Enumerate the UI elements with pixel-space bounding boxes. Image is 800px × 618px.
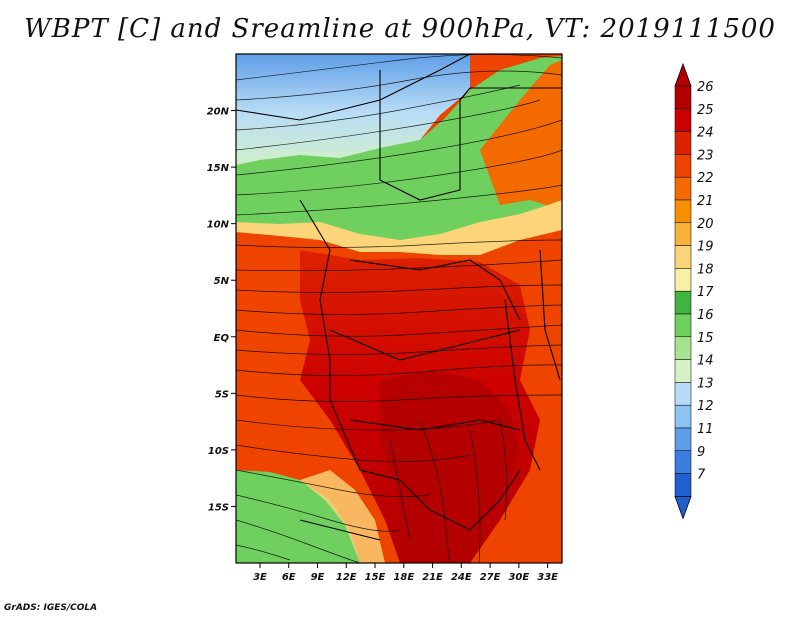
y-tick-label: 20N xyxy=(207,107,230,118)
x-tick-label: 15E xyxy=(365,572,386,583)
northeast-warm-zone xyxy=(480,60,562,210)
colorbar-swatch xyxy=(674,245,692,269)
colorbar-swatch xyxy=(674,290,692,315)
x-axis: 3E 6E 9E 12E 15E 18E 21E 24E 27E 30E 33E xyxy=(253,563,558,583)
y-tick-label: 5S xyxy=(215,389,229,400)
x-tick-label: 21E xyxy=(422,572,443,583)
sahel-green-zone xyxy=(236,56,562,240)
y-tick-label: EQ xyxy=(214,333,230,344)
x-tick-label: 3E xyxy=(253,572,267,583)
colorbar-label: 23 xyxy=(697,148,714,163)
x-tick-label: 24E xyxy=(451,572,472,583)
x-tick-label: 27E xyxy=(480,572,501,583)
x-tick-label: 12E xyxy=(336,572,357,583)
x-tick-label: 30E xyxy=(508,572,529,583)
colorbar-label: 14 xyxy=(697,354,714,369)
colorbar-swatch xyxy=(674,336,692,360)
colorbar-swatch xyxy=(674,450,692,474)
colorbar-label: 22 xyxy=(697,171,714,186)
y-axis: 20N 15N 10N 5N EQ 5S 10S 15S xyxy=(207,107,236,513)
colorbar-label: 18 xyxy=(697,262,714,277)
grads-credit: GrADS: IGES/COLA xyxy=(4,603,98,613)
x-tick-label: 18E xyxy=(393,572,414,583)
colorbar-label: 19 xyxy=(697,240,714,255)
colorbar-swatch xyxy=(674,222,692,246)
colorbar-bottom-arrow xyxy=(674,496,692,520)
colorbar-top-arrow xyxy=(674,62,692,87)
map-frame xyxy=(235,53,563,564)
colorbar-label: 17 xyxy=(697,285,714,300)
x-tick-label: 6E xyxy=(282,572,296,583)
north-cool-zone xyxy=(236,54,470,170)
colorbar-swatch xyxy=(674,359,692,383)
x-tick-label: 33E xyxy=(537,572,558,583)
colorbar-label: 12 xyxy=(697,399,714,414)
colorbar-swatch xyxy=(674,427,692,452)
wbpt-map xyxy=(236,54,562,563)
colorbar: 26 25 24 23 22 21 20 19 18 17 16 15 14 13 12 11 9 7 xyxy=(674,62,714,520)
colorbar-swatch xyxy=(674,473,692,497)
southwest-transition xyxy=(300,470,385,563)
colorbar-label: 16 xyxy=(697,308,714,323)
colorbar-swatch xyxy=(674,108,692,132)
colorbar-swatch xyxy=(674,382,692,406)
colorbar-swatch xyxy=(674,131,692,155)
colorbar-label: 11 xyxy=(697,422,714,437)
colorbar-label: 15 xyxy=(697,331,714,346)
colorbar-swatch xyxy=(674,176,692,201)
colorbar-label: 9 xyxy=(697,445,705,460)
colorbar-swatch xyxy=(674,199,692,224)
y-tick-label: 15S xyxy=(208,502,229,513)
colorbar-swatch xyxy=(674,85,692,110)
y-tick-label: 15N xyxy=(207,163,230,174)
country-borders xyxy=(236,54,562,541)
x-tick-label: 9E xyxy=(311,572,325,583)
colorbar-label: 20 xyxy=(697,217,714,232)
colorbar-swatch xyxy=(674,313,692,338)
southwest-green-zone xyxy=(236,470,360,563)
transition-zone xyxy=(236,200,562,255)
colorbar-swatch xyxy=(674,268,692,292)
chart-title: WBPT [C] and Sreamline at 900hPa, VT: 20… xyxy=(24,14,776,44)
deep-red-core xyxy=(380,370,520,560)
colorbar-label: 25 xyxy=(697,103,714,118)
colorbar-label: 21 xyxy=(697,194,714,209)
colorbar-label: 26 xyxy=(697,80,714,95)
streamlines xyxy=(236,54,562,563)
colorbar-swatch xyxy=(674,404,692,429)
colorbar-label: 13 xyxy=(697,376,714,391)
y-tick-label: 5N xyxy=(214,276,230,287)
colorbar-swatch xyxy=(674,154,692,178)
y-tick-label: 10S xyxy=(208,446,229,457)
colorbar-label: 24 xyxy=(697,126,714,141)
colorbar-label: 7 xyxy=(697,468,706,483)
y-tick-label: 10N xyxy=(207,220,230,231)
